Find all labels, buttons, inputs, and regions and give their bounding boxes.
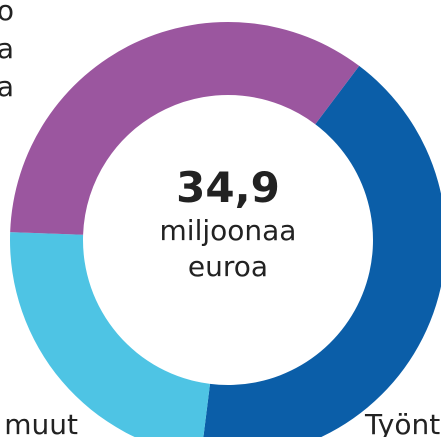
center-label: euroa <box>188 250 268 283</box>
donut-segment <box>10 22 360 235</box>
center-value: 34,9 <box>176 163 280 212</box>
segment-label: Työnt <box>364 408 440 437</box>
donut-segment <box>203 65 441 437</box>
annotation: a <box>0 32 14 65</box>
donut-segment <box>10 232 211 437</box>
annotation: o <box>0 0 14 27</box>
center-label: miljoonaa <box>160 214 297 247</box>
annotation: a <box>0 70 14 103</box>
segment-label: muut <box>4 408 78 437</box>
